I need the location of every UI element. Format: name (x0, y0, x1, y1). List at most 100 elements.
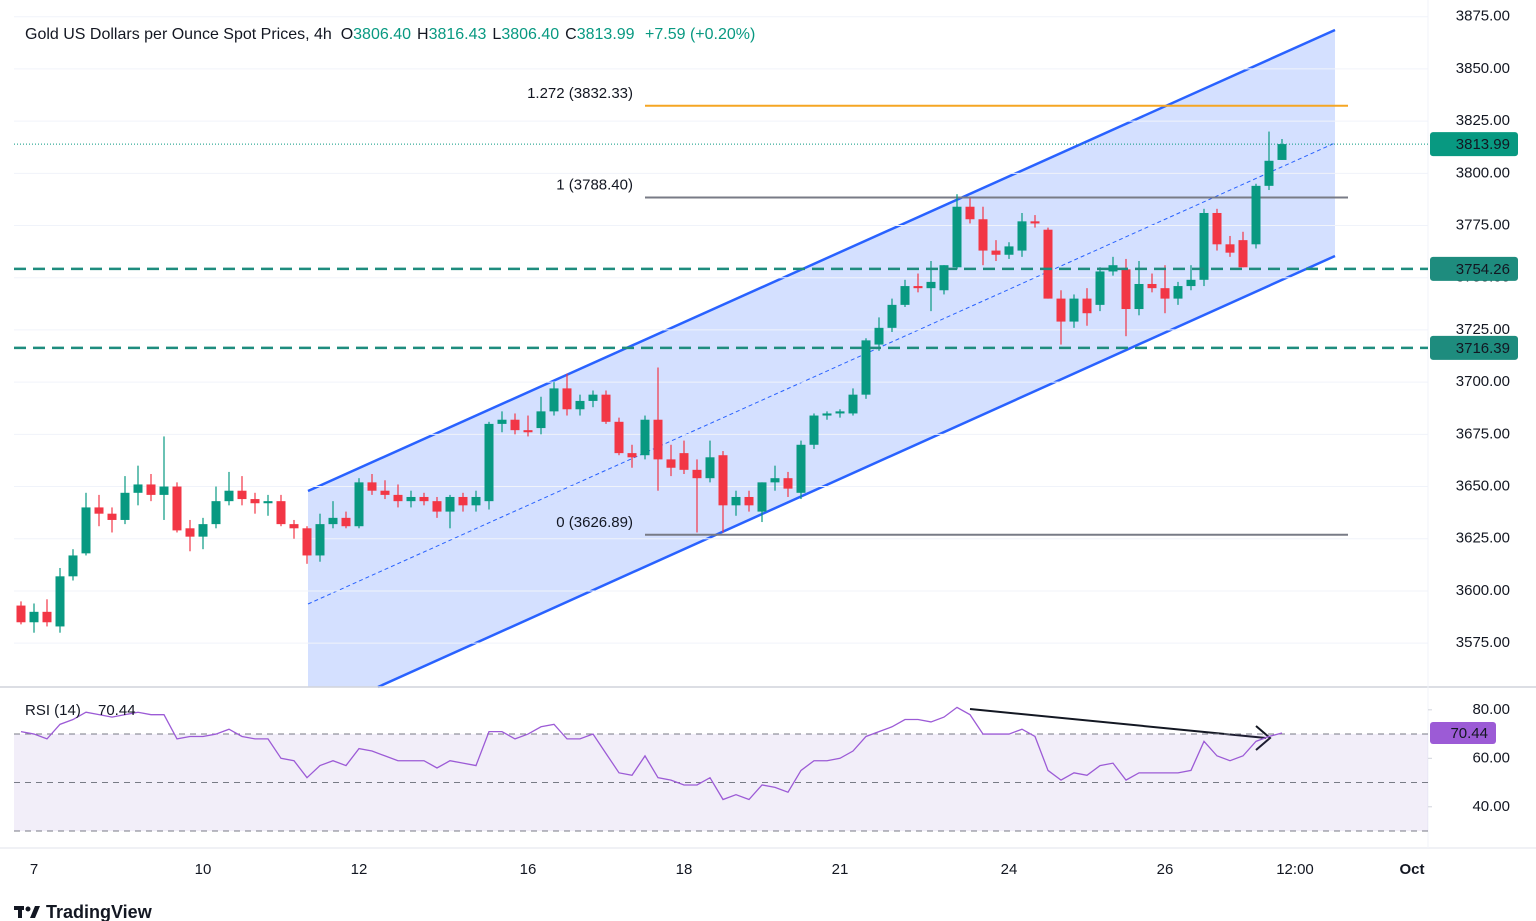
candle-body (1108, 265, 1118, 272)
candle-body (1121, 269, 1131, 310)
price-tag-label: 3716.39 (1456, 340, 1510, 357)
ohlc-value: 3816.43 (428, 26, 487, 43)
ohlc-key: O (340, 26, 354, 43)
candle-body (146, 484, 156, 495)
candle-body (1238, 240, 1248, 268)
candle-body (809, 415, 819, 445)
candle-body (952, 206, 962, 268)
candle-body (42, 611, 52, 623)
candle-body (1082, 298, 1092, 314)
y-tick-label: 3625.00 (1456, 530, 1510, 547)
candle-body (757, 482, 767, 512)
x-tick-label: 26 (1157, 861, 1174, 878)
y-tick-label: 3700.00 (1456, 373, 1510, 390)
candle-body (16, 605, 26, 623)
candle-body (861, 340, 871, 395)
x-tick-label: 7 (30, 861, 38, 878)
fib-label: 1.272 (3832.33) (527, 85, 633, 102)
y-tick-label: 3850.00 (1456, 60, 1510, 77)
y-tick-label: 3675.00 (1456, 425, 1510, 442)
arrow-head (1255, 725, 1272, 751)
y-tick-label: 3775.00 (1456, 216, 1510, 233)
candle-body (263, 501, 273, 504)
candle-body (796, 444, 806, 493)
price-tag (1430, 132, 1518, 157)
candle-body (575, 400, 585, 410)
x-tick-label: 16 (520, 861, 537, 878)
candle-body (133, 484, 143, 493)
candle-body (887, 304, 897, 328)
ohlc-value: 3806.40 (501, 26, 560, 43)
candle-body (29, 611, 39, 623)
price-tag-label: 3754.26 (1456, 261, 1510, 278)
channel-lower (377, 254, 1336, 689)
candle-body (874, 327, 884, 345)
candle-body (653, 419, 663, 460)
candle-body (81, 507, 91, 554)
candle-body (926, 281, 936, 289)
y-tick-label: 3875.00 (1456, 8, 1510, 25)
logo (14, 906, 40, 918)
channel-upper (307, 28, 1336, 493)
candle-body (1160, 288, 1170, 299)
candle-body (1225, 244, 1235, 253)
candle-body (484, 423, 494, 502)
candle-body (68, 555, 78, 577)
candle-body (848, 394, 858, 414)
candle-body (1277, 144, 1287, 160)
candle-body (939, 265, 949, 291)
y-tick-label: 3575.00 (1456, 634, 1510, 651)
candle-body (913, 286, 923, 289)
candle-body (1004, 246, 1014, 255)
candle-body (900, 286, 910, 305)
candle-body (172, 486, 182, 531)
candle-body (159, 486, 169, 495)
fib-label: 1 (3788.40) (556, 177, 633, 194)
x-tick-label: 18 (676, 861, 693, 878)
candle-body (1095, 271, 1105, 305)
x-tick-label: 12:00 (1276, 861, 1314, 878)
rsi-title: RSI (14) (25, 702, 81, 719)
candle-body (432, 501, 442, 512)
rsi-line (20, 706, 1283, 801)
ohlc-key: H (417, 26, 429, 43)
candle-body (276, 501, 286, 525)
candle-body (380, 490, 390, 495)
candle-body (458, 496, 468, 506)
y-tick-label: 3825.00 (1456, 112, 1510, 129)
candle-body (1043, 229, 1053, 299)
price-tag (1430, 335, 1518, 360)
candle-body (614, 421, 624, 454)
candle-body (185, 528, 195, 537)
candle-body (237, 490, 247, 500)
candle-body (822, 413, 832, 416)
candle-body (120, 492, 130, 520)
candle-body (471, 496, 481, 506)
candle-body (341, 517, 351, 527)
candle-body (1251, 185, 1261, 245)
candle-body (55, 576, 65, 627)
candle-body (211, 501, 221, 525)
x-tick-label: 10 (195, 861, 212, 878)
rsi-tick-label: 40.00 (1472, 798, 1510, 815)
ohlc-value: 3813.99 (576, 26, 635, 43)
rsi-tick-label: 80.00 (1472, 701, 1510, 718)
candle-body (692, 469, 702, 479)
candle-body (224, 490, 234, 502)
candle-body (393, 494, 403, 502)
candle-body (783, 478, 793, 489)
candle-body (497, 419, 507, 424)
fib-label: 0 (3626.89) (556, 514, 633, 531)
candle-body (744, 496, 754, 506)
candle-body (107, 513, 117, 520)
candle-body (718, 455, 728, 506)
candle-body (445, 496, 455, 512)
candle-body (1017, 221, 1027, 251)
candle-body (419, 496, 429, 502)
price-tag (1430, 256, 1518, 281)
candle-body (770, 478, 780, 483)
brand: TradingView (46, 902, 153, 921)
candle-body (835, 411, 845, 414)
price-tag-label: 3813.99 (1456, 136, 1510, 153)
